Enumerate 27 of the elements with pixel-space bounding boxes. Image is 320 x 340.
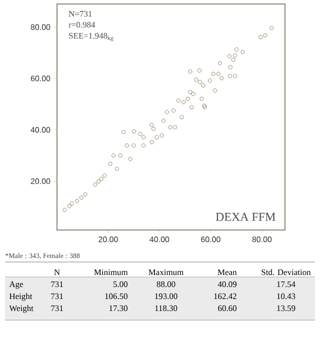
text: Std. Deviation [262,269,311,276]
text: Age [9,281,24,289]
text: 731 [51,305,63,312]
text: 193.00 [155,293,178,300]
text: N [54,269,60,275]
text: Maximum [148,269,184,276]
text: 162.42 [214,293,236,300]
text: Minimum [94,269,128,276]
text: 17.54 [277,281,296,288]
text: 13.59 [277,305,296,312]
text: Weight [9,305,34,313]
text: 88.00 [156,281,176,288]
text: Height [9,293,32,301]
annotation: N=731 [68,10,92,17]
text: 731 [51,293,63,300]
annotation: r=0.984 [68,22,96,28]
annotation: SEE=1.948$_{kg}$ [69,32,114,42]
text: 10.43 [277,293,296,300]
text: 5.00 [113,281,128,288]
text: 118.30 [155,305,178,312]
text: 40.09 [218,281,236,288]
annotation: DEXA FFM [216,212,276,221]
text: 17.30 [109,305,128,312]
text: 106.50 [105,293,128,300]
text: 60.60 [218,305,236,312]
text: Mean [218,269,237,276]
text: 731 [51,281,63,288]
